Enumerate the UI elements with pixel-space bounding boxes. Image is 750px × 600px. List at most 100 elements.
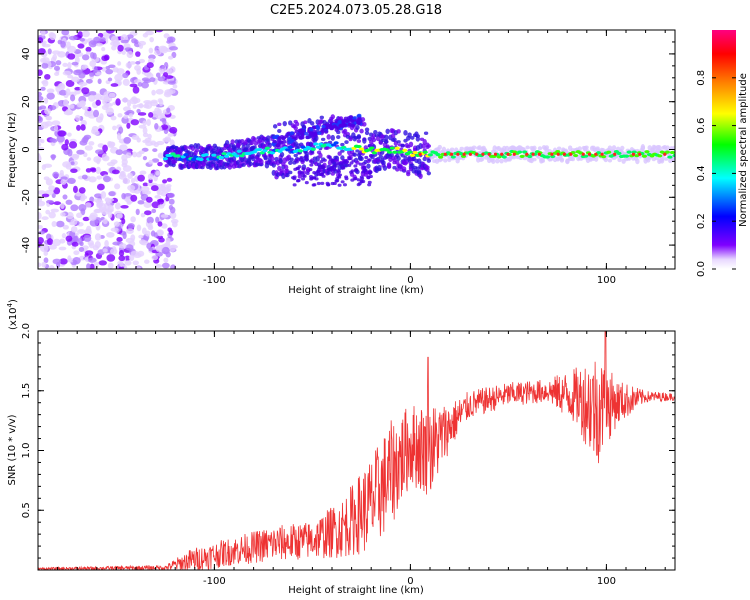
signal-halo [375,158,381,163]
signal-halo [384,140,389,144]
noise-blob [124,47,133,52]
signal-core [641,154,648,158]
noise-blob [154,195,162,199]
signal-peak [556,152,560,156]
signal-wing [297,128,302,133]
signal-wing [292,175,297,179]
signal-halo [410,135,415,140]
noise-blob [141,81,149,89]
noise-blob [132,86,140,94]
noise-blob [67,132,72,137]
signal-halo [607,158,613,163]
noise-blob [52,171,60,178]
noise-blob [149,37,154,43]
noise-blob [113,221,120,227]
noise-blob [126,34,134,39]
noise-blob [79,241,84,247]
signal-core [218,155,225,160]
noise-blob [118,249,125,257]
signal-peak [468,152,472,156]
noise-blob [168,204,174,211]
noise-blob [122,72,129,79]
noise-blob [48,185,56,192]
noise-blob [136,108,141,114]
signal-wing [330,158,335,162]
signal-core [257,147,263,152]
signal-halo [230,139,235,145]
signal-wing [323,130,329,134]
noise-blob [148,47,154,54]
noise-blob [89,263,95,269]
noise-blob [130,216,136,223]
noise-blob [165,240,171,247]
signal-halo [422,156,427,162]
noise-blob [118,255,126,262]
noise-blob [38,95,44,102]
signal-wing [292,135,297,139]
noise-blob [79,196,86,202]
noise-blob [70,153,80,159]
noise-blob [110,248,118,255]
noise-blob [44,108,52,115]
signal-wing [358,162,363,166]
signal-peak [500,152,504,156]
signal-halo [283,164,289,171]
noise-blob [138,124,147,129]
signal-halo [310,121,315,126]
signal-core [384,148,390,152]
noise-blob [97,78,102,85]
signal-wing [350,178,355,182]
signal-halo [594,155,599,162]
noise-blob [108,191,116,197]
spec-xtick-label: 0 [407,275,413,286]
signal-peak [631,152,636,156]
noise-blob [137,200,145,205]
noise-blob [140,185,150,193]
noise-blob [99,37,106,42]
noise-blob [104,197,111,203]
signal-halo [330,134,335,141]
noise-blob [160,214,169,218]
noise-blob [95,42,104,47]
noise-blob [85,51,92,55]
signal-halo [371,137,377,143]
signal-wing [354,168,359,172]
noise-blob [135,103,144,108]
noise-blob [112,125,117,131]
signal-wing [359,180,364,184]
signal-halo [373,130,378,135]
noise-blob [142,33,149,38]
signal-halo [378,154,384,159]
noise-blob [101,66,107,72]
noise-blob [158,237,165,243]
signal-core [269,151,276,155]
signal-halo [362,121,367,127]
signal-wing [305,135,310,140]
noise-blob [68,35,78,41]
signal-core [555,149,561,154]
noise-blob [166,192,175,198]
signal-wing [347,118,353,122]
signal-wing [356,178,361,182]
signal-halo [288,160,293,165]
signal-core [669,150,675,155]
signal-halo [495,158,500,164]
noise-blob [52,258,62,265]
signal-halo [437,144,442,150]
signal-core [422,150,428,154]
noise-blob [43,257,49,264]
noise-blob [65,235,73,242]
spectrogram-panel: -100 0 100 -40 -20 0 20 40 Height of straight l… [7,29,676,296]
noise-blob [67,177,76,185]
signal-wing [301,177,306,181]
noise-blob [110,227,119,232]
spec-ytick-label: -20 [21,189,32,205]
noise-blob [126,200,132,205]
signal-core [616,151,622,155]
noise-blob [114,73,123,82]
noise-blob [50,208,59,213]
noise-blob [106,232,115,238]
signal-halo [406,170,411,175]
signal-core [198,157,204,162]
signal-core [264,146,270,150]
